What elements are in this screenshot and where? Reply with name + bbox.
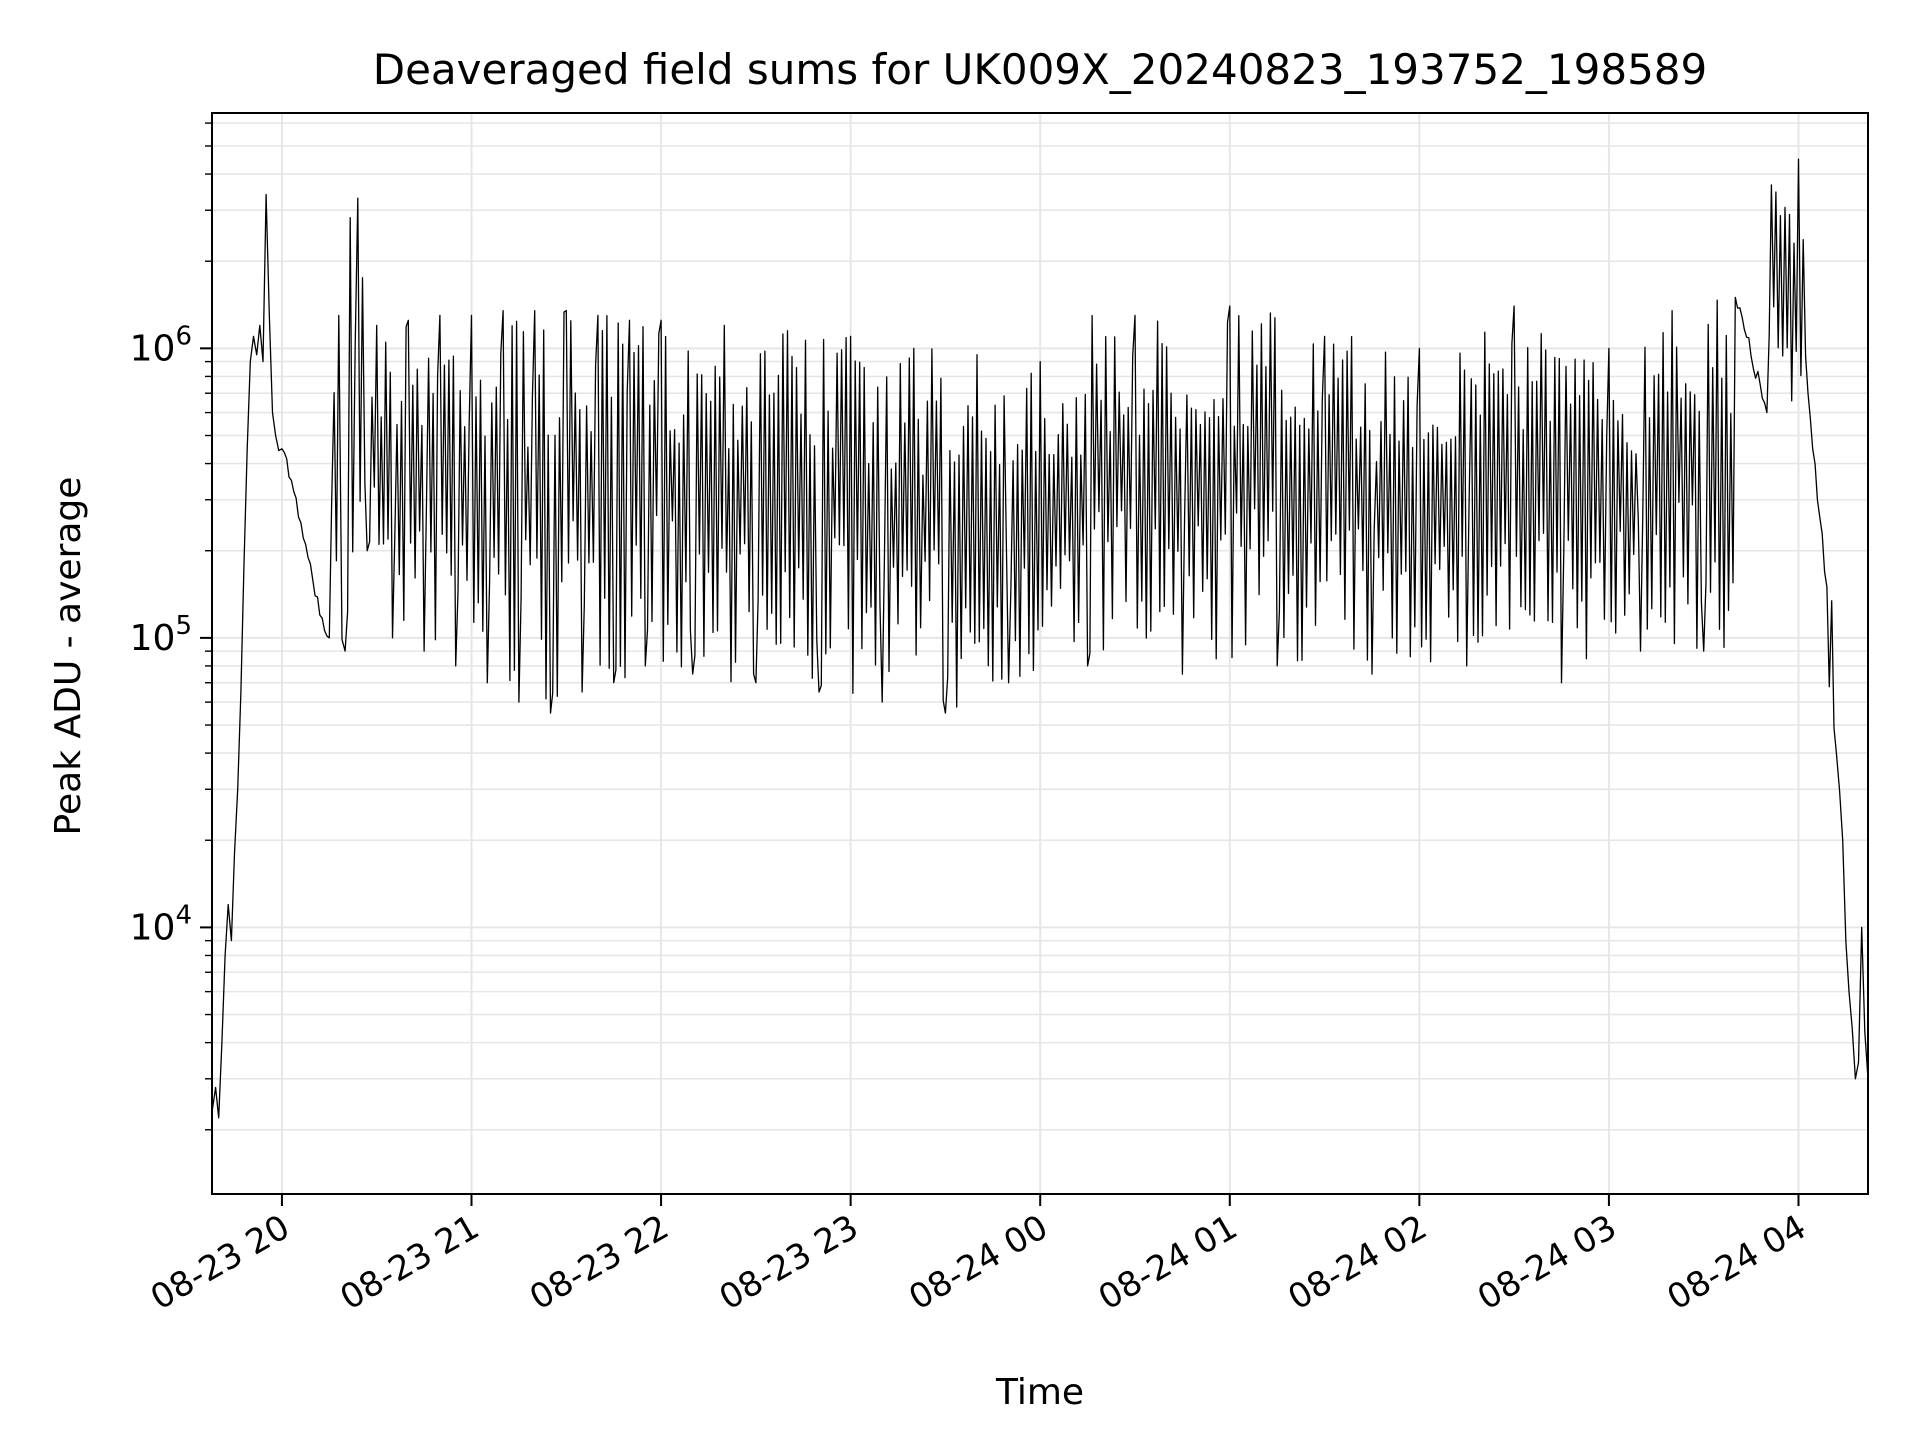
data-series bbox=[211, 158, 1869, 1119]
y-axis-label: Peak ADU - average bbox=[48, 477, 89, 836]
y-tick-label: 106 bbox=[130, 321, 192, 369]
y-tick-label: 105 bbox=[130, 611, 192, 659]
y-tick-exponent: 6 bbox=[175, 321, 192, 351]
x-axis-label: Time bbox=[995, 1372, 1084, 1413]
chart-title: Deaveraged field sums for UK009X_2024082… bbox=[373, 45, 1708, 94]
y-tick-base: 10 bbox=[130, 328, 176, 369]
y-tick-base: 10 bbox=[130, 618, 176, 659]
y-tick-exponent: 4 bbox=[175, 900, 192, 930]
y-tick-label: 104 bbox=[130, 900, 192, 948]
y-tick-exponent: 5 bbox=[175, 611, 192, 641]
series-line bbox=[211, 158, 1869, 1119]
y-tick-base: 10 bbox=[130, 907, 176, 948]
